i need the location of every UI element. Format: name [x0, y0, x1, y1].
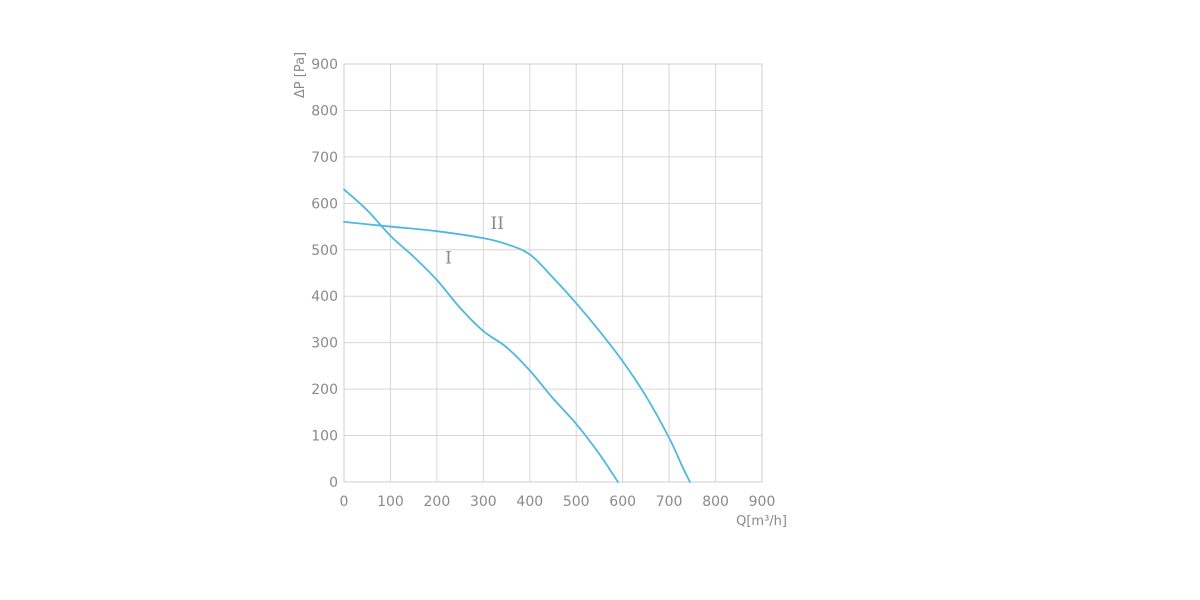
series-label-I: I — [445, 249, 452, 269]
y-tick-label: 900 — [311, 57, 338, 73]
y-tick-label: 800 — [311, 103, 338, 119]
y-tick-label: 0 — [329, 475, 338, 491]
y-tick-label: 200 — [311, 382, 338, 398]
x-tick-label: 500 — [563, 494, 590, 510]
series-line-II — [343, 221, 691, 483]
series-line-I — [343, 188, 619, 483]
x-tick-label: 400 — [516, 494, 543, 510]
curves — [343, 188, 691, 483]
x-tick-label: 800 — [702, 494, 729, 510]
x-tick-label: 100 — [377, 494, 404, 510]
y-tick-label: 500 — [311, 243, 338, 259]
y-tick-label: 600 — [311, 196, 338, 212]
y-axis-ticks: 0 100 200 300 400 500 600 700 800 900 — [311, 57, 338, 491]
y-tick-label: 300 — [311, 336, 338, 352]
x-tick-label: 0 — [340, 494, 349, 510]
x-tick-label: 300 — [470, 494, 497, 510]
y-tick-label: 100 — [311, 429, 338, 445]
y-axis-label: ΔP [Pa] — [293, 52, 308, 98]
plot-frame — [343, 63, 763, 483]
x-tick-label: 600 — [609, 494, 636, 510]
y-tick-label: 400 — [311, 289, 338, 305]
x-axis-label: Q[m³/h] — [736, 514, 787, 529]
curve-labels: III — [445, 214, 504, 269]
series-label-II: II — [491, 214, 504, 234]
x-tick-label: 200 — [424, 494, 451, 510]
y-tick-label: 700 — [311, 150, 338, 166]
grid — [343, 63, 763, 483]
x-tick-label: 700 — [656, 494, 683, 510]
x-tick-label: 900 — [749, 494, 776, 510]
x-axis-ticks: 0 100 200 300 400 500 600 700 800 900 — [340, 494, 776, 510]
